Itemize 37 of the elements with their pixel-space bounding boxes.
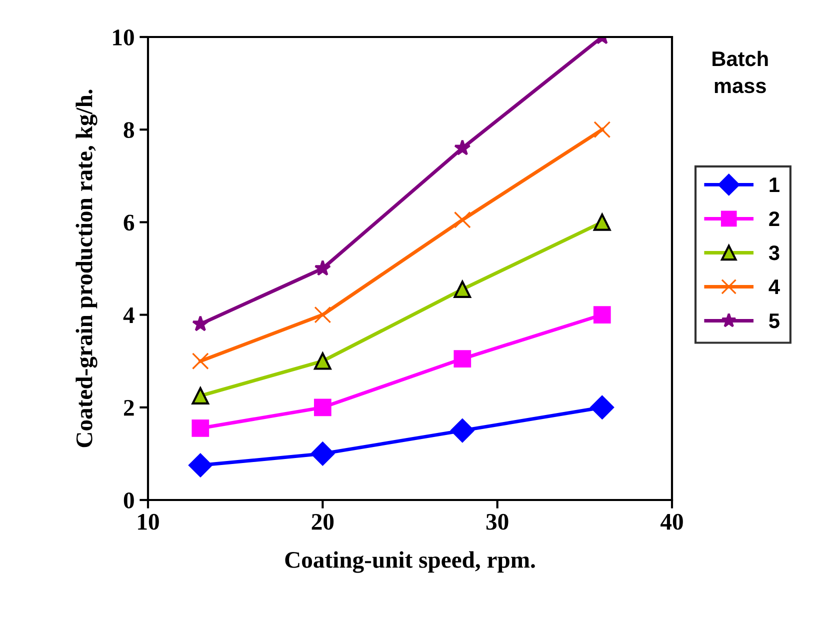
point [454,280,472,298]
point [454,211,471,228]
y-tick-label: 0 [124,492,134,508]
point [593,214,611,231]
point [590,396,614,420]
legend-title: Batch mass [712,50,768,94]
point [314,352,332,370]
x-axis-title: Coating-unit speed, rpm. [285,551,535,573]
point [192,315,209,332]
x-tick-label: 30 [486,514,508,530]
y-tick-label: 2 [124,400,134,416]
point [192,420,210,437]
legend-label: 1 [770,178,780,192]
y-tick-label: 4 [123,307,134,323]
point [192,352,209,370]
legend-label: 4 [768,280,780,294]
x-tick-label: 40 [660,514,683,530]
point [454,139,471,156]
legend-label: 5 [769,314,780,328]
x-tick-label: 10 [138,514,159,530]
point [450,418,474,442]
point [454,350,472,368]
y-axis-title: Coated-grain production rate, kg/h. [76,90,98,448]
point [594,121,611,138]
point [192,387,210,405]
point [314,260,331,276]
x-tick-label: 20 [312,514,334,530]
y-tick-label: 6 [124,214,134,231]
point [188,453,212,478]
legend-label: 2 [769,211,780,226]
point [310,442,335,466]
legend-label: 3 [768,245,780,260]
point [314,306,332,324]
point [314,398,332,416]
point [593,306,611,324]
y-tick-label: 8 [124,122,134,138]
y-tick-label: 10 [113,29,134,46]
